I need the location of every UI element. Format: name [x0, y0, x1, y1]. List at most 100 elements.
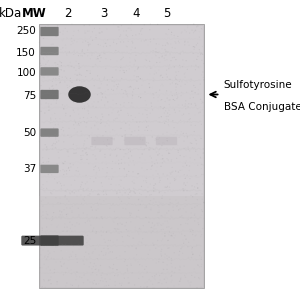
Point [137, 226, 142, 231]
Point [158, 104, 163, 109]
Point [200, 191, 205, 196]
Point [178, 77, 183, 82]
Point [69, 134, 74, 139]
Point [53, 76, 58, 81]
Point [140, 274, 145, 279]
Point [64, 148, 69, 153]
Point [85, 219, 90, 224]
Point [115, 221, 120, 226]
Point [179, 31, 184, 35]
Point [87, 265, 92, 269]
Point [199, 51, 203, 56]
Point [90, 270, 95, 275]
Point [170, 165, 175, 170]
Point [161, 106, 166, 111]
Point [74, 256, 79, 261]
Point [90, 229, 95, 234]
Point [163, 219, 167, 224]
Point [85, 180, 90, 184]
Point [133, 57, 137, 62]
Point [148, 71, 152, 76]
Point [98, 278, 103, 283]
Point [184, 188, 189, 193]
Point [66, 154, 71, 159]
Point [40, 27, 45, 32]
Point [76, 212, 81, 217]
Point [127, 196, 131, 201]
Point [142, 39, 147, 44]
Point [159, 247, 164, 252]
Point [164, 254, 169, 258]
Point [95, 74, 100, 78]
Point [199, 122, 204, 127]
Point [97, 192, 102, 197]
Point [178, 215, 183, 220]
Point [184, 195, 188, 200]
Point [159, 254, 164, 258]
Point [146, 190, 150, 194]
Point [180, 103, 185, 107]
Point [188, 229, 193, 234]
Point [159, 223, 164, 228]
Point [55, 225, 59, 230]
Point [189, 273, 194, 278]
Point [176, 69, 181, 74]
Point [182, 264, 187, 268]
Point [85, 68, 90, 73]
Point [173, 110, 178, 115]
Point [89, 272, 94, 277]
Point [48, 133, 53, 138]
Point [194, 43, 199, 47]
Point [151, 183, 156, 188]
Point [61, 162, 66, 167]
Point [39, 90, 44, 95]
Point [47, 86, 52, 91]
Point [44, 186, 49, 191]
Point [44, 88, 49, 93]
Point [144, 140, 149, 145]
Point [185, 134, 190, 139]
FancyBboxPatch shape [40, 235, 59, 246]
Point [180, 91, 185, 95]
Point [154, 137, 159, 142]
Point [157, 280, 161, 285]
Point [86, 251, 91, 256]
Point [142, 267, 147, 272]
Point [44, 244, 49, 249]
Point [160, 281, 164, 286]
Point [178, 265, 183, 269]
Point [180, 30, 184, 34]
Point [131, 177, 136, 182]
Point [94, 272, 99, 277]
Point [168, 170, 172, 175]
Point [100, 216, 105, 221]
Point [62, 261, 67, 266]
Point [162, 121, 167, 125]
Point [82, 86, 87, 91]
Point [129, 211, 134, 216]
Point [116, 25, 120, 29]
Point [65, 29, 70, 34]
Point [83, 151, 88, 155]
Point [129, 100, 134, 105]
Point [129, 47, 134, 52]
Point [122, 100, 127, 105]
Point [58, 181, 63, 186]
Point [116, 217, 121, 221]
Point [152, 242, 156, 247]
Point [59, 63, 64, 68]
Point [157, 42, 161, 47]
Point [149, 156, 154, 161]
Point [100, 271, 105, 275]
Point [58, 67, 62, 72]
Point [165, 22, 170, 27]
Point [87, 194, 92, 199]
Point [156, 172, 161, 176]
Point [169, 159, 174, 164]
Point [44, 257, 49, 262]
Point [144, 205, 149, 210]
Point [111, 38, 116, 43]
Point [183, 75, 188, 80]
Point [141, 178, 146, 183]
Point [155, 99, 160, 104]
